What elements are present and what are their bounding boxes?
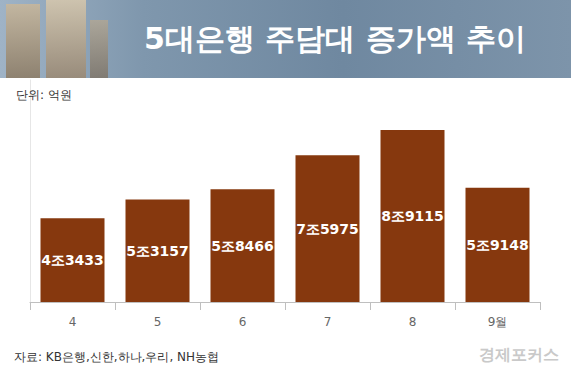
- svg-text:5조8466: 5조8466: [211, 238, 274, 254]
- html-text:자료: KB은행,신한,하나,우리, NH농협: 자료: KB은행,신한,하나,우리, NH농협: [14, 350, 219, 364]
- svg-text:4: 4: [69, 315, 77, 329]
- html-text:경제포커스: 경제포커스: [479, 345, 559, 364]
- svg-text:6: 6: [239, 315, 247, 329]
- svg-text:7: 7: [324, 315, 332, 329]
- svg-text:4조3433: 4조3433: [41, 252, 104, 268]
- svg-text:5조9148: 5조9148: [466, 237, 529, 253]
- html-text:단위: 억원: 단위: 억원: [16, 88, 72, 102]
- svg-text:8: 8: [409, 315, 417, 329]
- svg-text:5조3157: 5조3157: [126, 243, 189, 259]
- svg-text:7조5975: 7조5975: [296, 221, 359, 237]
- svg-text:9월: 9월: [488, 315, 508, 329]
- svg-text:5: 5: [154, 315, 162, 329]
- svg-text:8조9115: 8조9115: [381, 208, 444, 224]
- html-text:5대은행 주담대 증가액 추이: 5대은행 주담대 증가액 추이: [143, 21, 527, 56]
